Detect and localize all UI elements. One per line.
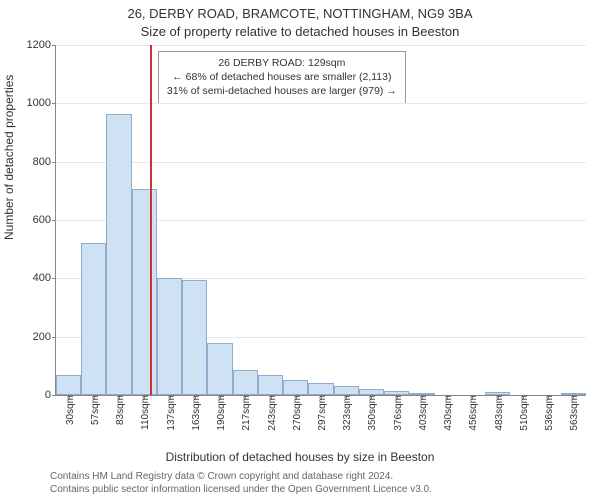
ytick-label: 1200: [27, 39, 51, 51]
annotation-line1: 26 DERBY ROAD: 129sqm: [167, 56, 397, 70]
plot-area: 26 DERBY ROAD: 129sqm ← 68% of detached …: [55, 45, 586, 396]
ytick-label: 200: [33, 331, 51, 343]
annotation-line2: ← 68% of detached houses are smaller (2,…: [167, 70, 397, 84]
ytick-mark: [52, 103, 56, 104]
xtick-label: 350sqm: [367, 395, 378, 431]
reference-line: [150, 45, 152, 395]
chart-title-address: 26, DERBY ROAD, BRAMCOTE, NOTTINGHAM, NG…: [0, 6, 600, 21]
ytick-label: 0: [45, 389, 51, 401]
footer-copyright-2: Contains public sector information licen…: [50, 484, 432, 495]
chart-title-desc: Size of property relative to detached ho…: [0, 24, 600, 39]
xtick-label: 510sqm: [519, 395, 530, 431]
xtick-label: 137sqm: [166, 395, 177, 431]
xtick-label: 30sqm: [65, 395, 76, 425]
xtick-label: 270sqm: [292, 395, 303, 431]
xtick-label: 110sqm: [140, 395, 151, 430]
gridline: [56, 103, 586, 104]
bar: [157, 278, 182, 395]
gridline: [56, 45, 586, 46]
y-axis-label: Number of detached properties: [2, 75, 16, 240]
xtick-label: 403sqm: [418, 395, 429, 431]
ytick-label: 400: [33, 272, 51, 284]
xtick-label: 563sqm: [569, 395, 580, 431]
xtick-label: 217sqm: [241, 395, 252, 431]
xtick-label: 430sqm: [443, 395, 454, 431]
ytick-mark: [52, 162, 56, 163]
xtick-label: 456sqm: [468, 395, 479, 431]
ytick-mark: [52, 278, 56, 279]
bar: [182, 280, 207, 395]
ytick-label: 1000: [27, 97, 51, 109]
gridline: [56, 162, 586, 163]
xtick-label: 323sqm: [342, 395, 353, 431]
ytick-mark: [52, 395, 56, 396]
ytick-mark: [52, 45, 56, 46]
bar: [81, 243, 106, 395]
bar: [132, 189, 157, 395]
xtick-label: 83sqm: [115, 395, 126, 425]
bar: [334, 386, 359, 395]
xtick-label: 163sqm: [191, 395, 202, 431]
xtick-label: 536sqm: [544, 395, 555, 431]
bar: [308, 383, 333, 395]
bar: [207, 343, 232, 396]
bar: [106, 114, 131, 395]
x-axis-label: Distribution of detached houses by size …: [0, 450, 600, 464]
ytick-mark: [52, 337, 56, 338]
bar: [56, 375, 81, 395]
annotation-line3: 31% of semi-detached houses are larger (…: [167, 84, 397, 98]
xtick-label: 297sqm: [317, 395, 328, 431]
annotation-box: 26 DERBY ROAD: 129sqm ← 68% of detached …: [158, 51, 406, 104]
bar: [283, 380, 308, 395]
ytick-label: 600: [33, 214, 51, 226]
xtick-label: 57sqm: [90, 395, 101, 425]
xtick-label: 190sqm: [216, 395, 227, 431]
xtick-label: 243sqm: [267, 395, 278, 431]
xtick-label: 376sqm: [393, 395, 404, 431]
footer-copyright-1: Contains HM Land Registry data © Crown c…: [50, 471, 393, 482]
xtick-label: 483sqm: [494, 395, 505, 431]
ytick-label: 800: [33, 156, 51, 168]
bar: [258, 375, 283, 395]
ytick-mark: [52, 220, 56, 221]
bar: [233, 370, 258, 395]
